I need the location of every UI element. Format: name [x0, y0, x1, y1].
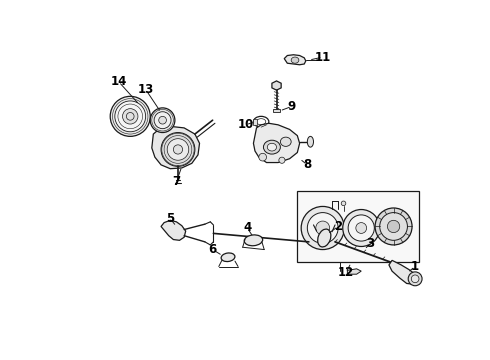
- Circle shape: [343, 210, 380, 247]
- Polygon shape: [284, 55, 306, 65]
- Text: 2: 2: [334, 220, 342, 233]
- Ellipse shape: [291, 57, 299, 63]
- Circle shape: [167, 139, 189, 160]
- Polygon shape: [389, 260, 416, 284]
- Circle shape: [316, 221, 330, 235]
- Circle shape: [110, 96, 150, 136]
- Circle shape: [161, 132, 195, 166]
- Text: 3: 3: [367, 237, 374, 250]
- Ellipse shape: [264, 140, 280, 154]
- Polygon shape: [161, 220, 186, 240]
- Ellipse shape: [268, 143, 276, 151]
- Ellipse shape: [280, 137, 291, 147]
- Circle shape: [115, 101, 146, 132]
- Circle shape: [375, 208, 412, 245]
- Text: 4: 4: [243, 221, 251, 234]
- Text: 11: 11: [315, 50, 331, 64]
- Circle shape: [408, 272, 422, 286]
- Text: 7: 7: [172, 175, 180, 188]
- Circle shape: [348, 215, 374, 241]
- Polygon shape: [152, 126, 199, 169]
- Polygon shape: [272, 81, 281, 90]
- Polygon shape: [273, 109, 280, 112]
- Circle shape: [341, 201, 346, 206]
- Circle shape: [259, 153, 267, 161]
- Circle shape: [388, 220, 400, 233]
- Text: 6: 6: [209, 243, 217, 256]
- Text: 14: 14: [111, 75, 127, 88]
- Text: 8: 8: [303, 158, 312, 171]
- Circle shape: [173, 145, 183, 154]
- Circle shape: [380, 213, 408, 240]
- Text: 10: 10: [238, 118, 254, 131]
- Circle shape: [307, 213, 338, 243]
- Text: 5: 5: [166, 212, 174, 225]
- Ellipse shape: [318, 229, 331, 247]
- Polygon shape: [253, 123, 300, 163]
- Ellipse shape: [244, 235, 263, 246]
- Circle shape: [411, 275, 419, 283]
- Ellipse shape: [307, 136, 314, 147]
- Text: 1: 1: [411, 260, 419, 273]
- Circle shape: [122, 109, 138, 124]
- Text: 9: 9: [288, 100, 296, 113]
- Ellipse shape: [221, 253, 235, 262]
- Text: 12: 12: [338, 266, 354, 279]
- Polygon shape: [347, 269, 361, 274]
- Bar: [253, 119, 257, 125]
- Circle shape: [279, 157, 285, 163]
- Circle shape: [159, 116, 167, 124]
- Circle shape: [356, 222, 367, 233]
- Circle shape: [150, 108, 175, 132]
- Circle shape: [301, 206, 344, 249]
- Bar: [297, 191, 419, 262]
- Circle shape: [154, 112, 171, 129]
- Text: 13: 13: [138, 83, 154, 96]
